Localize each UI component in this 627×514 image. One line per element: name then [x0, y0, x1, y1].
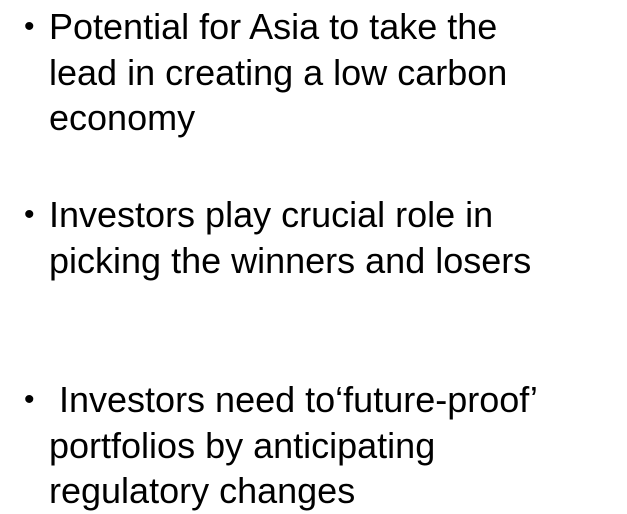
bullet-text: portfolios by anticipating: [49, 424, 436, 466]
bullet-text: picking the winners and losers: [49, 239, 532, 281]
bullet-marker: •: [24, 198, 35, 231]
bullet-item: • Investors play crucial role in picking t…: [0, 192, 627, 283]
bullet-text: Investors need to‘future-proof’: [49, 379, 538, 420]
bullet-text: Investors play crucial role in: [49, 194, 494, 235]
bullet-item: • Investors need to‘future-proof’ portfol…: [0, 377, 627, 514]
bullet-text: economy: [49, 97, 196, 138]
bullet-marker: •: [24, 10, 35, 43]
bullet-item: • Potential for Asia to take the lead in c…: [0, 4, 627, 141]
bullet-marker: •: [24, 383, 35, 416]
bullet-text: Potential for Asia to take the: [49, 6, 498, 47]
bullet-text: regulatory changes: [49, 470, 356, 511]
bullet-text: lead in creating a low carbon: [49, 51, 508, 93]
